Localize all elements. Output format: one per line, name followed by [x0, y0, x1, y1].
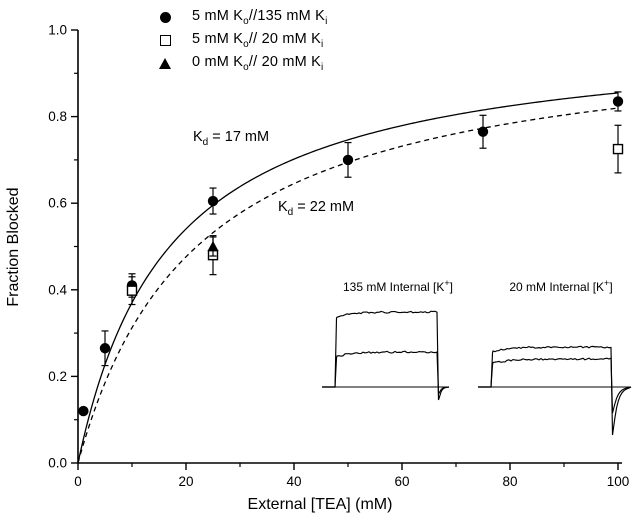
filled-triangle-icon	[159, 58, 171, 69]
y-tick-label: 0.2	[48, 369, 67, 384]
current-trace	[478, 357, 632, 414]
subscript: o	[243, 38, 249, 50]
kd-annotation-solid: Kd = 17 mM	[193, 129, 270, 148]
inset-label-135mM: 135 mM Internal [K+]	[343, 278, 453, 294]
filled-circle-icon	[159, 12, 171, 23]
x-tick-label: 60	[394, 474, 409, 489]
subscript: i	[321, 61, 324, 73]
data-point-circle	[99, 343, 111, 354]
series-filled-triangle	[207, 236, 219, 257]
legend-item-open-square: 5 mM Ko// 20 mM Ki	[150, 29, 327, 52]
superscript: +	[604, 278, 610, 288]
subscript: i	[321, 38, 324, 50]
y-tick-label: 0.0	[48, 456, 67, 471]
subscript: o	[243, 61, 249, 73]
data-point-square	[612, 143, 624, 155]
legend-label: 5 mM Ko// 20 mM Ki	[192, 31, 324, 50]
legend-item-filled-circle: 5 mM Ko//135 mM Ki	[150, 6, 327, 29]
y-axis-title: Fraction Blocked	[5, 187, 22, 307]
x-tick-label: 0	[74, 474, 82, 489]
inset-traces	[322, 310, 632, 436]
data-point-circle	[612, 96, 624, 107]
kd-annotation-dashed: Kd = 22 mM	[278, 199, 355, 218]
x-tick-label: 80	[502, 474, 517, 489]
data-point-triangle	[207, 240, 219, 252]
current-trace	[322, 350, 450, 397]
y-tick-label: 1.0	[48, 23, 67, 38]
subscript: o	[243, 15, 249, 27]
subscript: d	[202, 136, 209, 148]
series-filled-circle	[78, 91, 624, 417]
legend-item-filled-triangle: 0 mM Ko// 20 mM Ki	[150, 52, 327, 75]
y-tick-label: 0.8	[48, 109, 67, 124]
subscript: i	[325, 15, 328, 27]
ticks: 0 20 40 60 80 100 0.0 0.2 0.4 0.6 0.8 1.0	[48, 23, 629, 490]
x-tick-label: 40	[286, 474, 301, 489]
data-point-circle	[207, 195, 219, 207]
superscript: +	[444, 278, 450, 288]
subscript: d	[287, 206, 294, 218]
axes	[77, 30, 622, 464]
data-point-circle	[342, 154, 354, 166]
current-trace	[478, 345, 632, 436]
y-tick-label: 0.6	[48, 196, 67, 211]
y-tick-label: 0.4	[48, 282, 67, 297]
legend-label: 0 mM Ko// 20 mM Ki	[192, 54, 324, 73]
data-point-circle	[477, 126, 489, 137]
x-axis-title: External [TEA] (mM)	[247, 496, 393, 513]
data-point-square	[126, 285, 138, 296]
fit-curve-kd17	[77, 92, 619, 464]
data-point-circle	[78, 405, 89, 417]
x-tick-label: 100	[607, 474, 630, 489]
fit-curve	[77, 92, 619, 464]
legend-label: 5 mM Ko//135 mM Ki	[192, 8, 328, 27]
legend: 5 mM Ko//135 mM Ki 5 mM Ko// 20 mM Ki 0 …	[150, 6, 327, 75]
x-tick-label: 20	[178, 474, 193, 489]
inset-label-20mM: 20 mM Internal [K+]	[509, 278, 613, 294]
open-square-icon	[159, 35, 171, 46]
current-trace	[322, 310, 450, 401]
